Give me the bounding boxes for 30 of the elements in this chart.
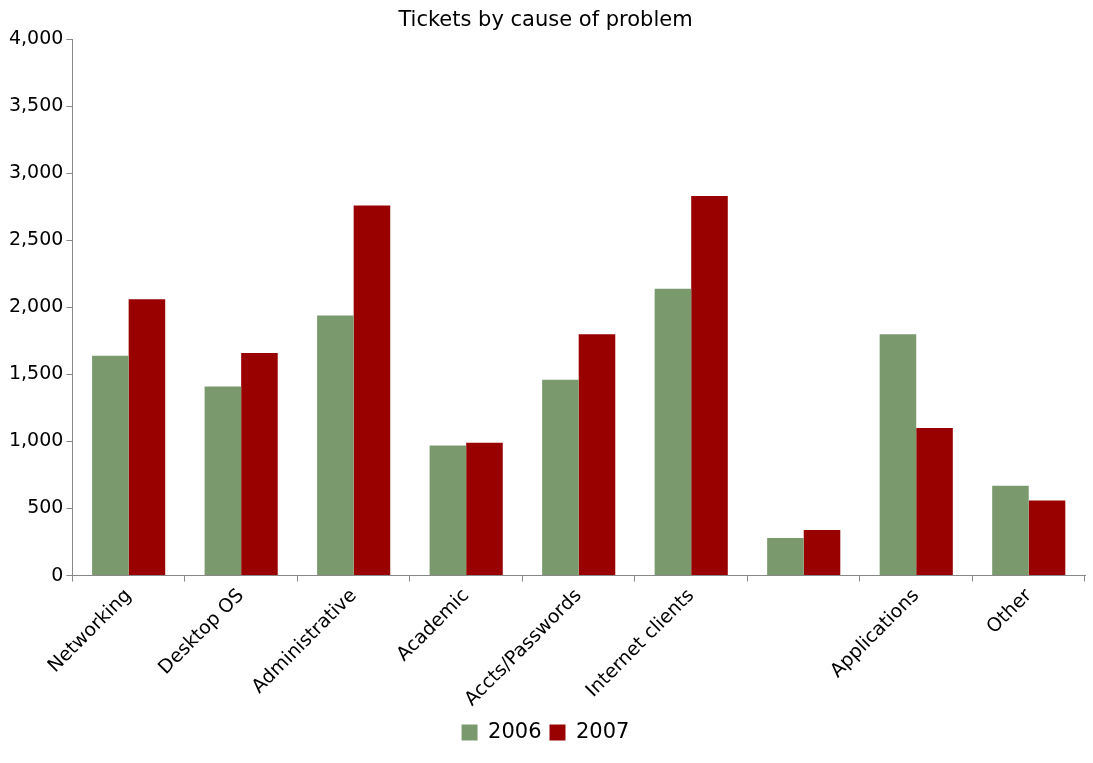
bar	[691, 196, 728, 576]
bar	[654, 288, 692, 576]
y-tick-label: 2,500	[8, 227, 64, 250]
y-tick-label: 1,500	[8, 361, 64, 384]
bar	[578, 334, 616, 576]
y-tick-label: 0	[51, 562, 64, 585]
bar	[128, 299, 166, 576]
bar	[466, 442, 503, 576]
y-tick-label: 500	[27, 495, 64, 518]
bar	[92, 355, 129, 576]
bar	[353, 205, 391, 576]
y-tick-label: 2,000	[8, 294, 64, 317]
bar	[803, 530, 841, 576]
y-tick-label: 1,000	[8, 428, 64, 451]
bar	[767, 538, 804, 576]
bar	[992, 485, 1029, 576]
bar	[916, 428, 953, 576]
bar	[317, 315, 354, 576]
bar	[879, 334, 917, 576]
y-tick-label: 4,000	[8, 26, 64, 49]
bar	[204, 386, 242, 576]
y-tick-label: 3,000	[8, 160, 64, 183]
legend-label: 2006	[488, 718, 542, 743]
bar	[241, 353, 278, 576]
bar	[429, 445, 467, 576]
bar	[542, 379, 579, 576]
y-tick-label: 3,500	[8, 93, 64, 116]
legend-label: 2007	[576, 718, 630, 743]
bar	[1028, 500, 1066, 576]
chart-title: Tickets by cause of problem	[397, 7, 693, 32]
